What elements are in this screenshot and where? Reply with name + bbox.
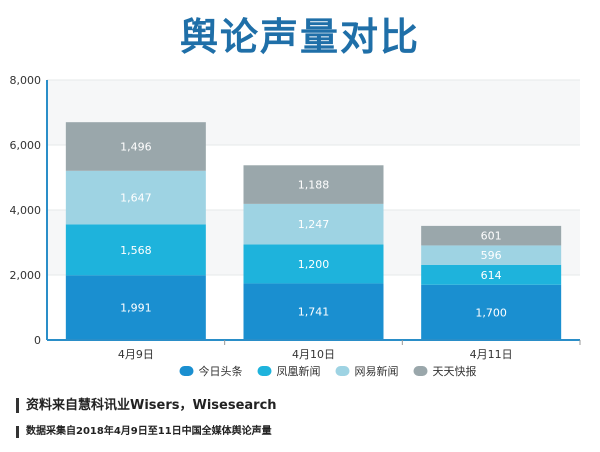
legend-swatch	[335, 366, 350, 376]
data-label: 614	[481, 269, 502, 282]
y-tick-label: 8,000	[10, 74, 42, 87]
bar-segment	[65, 122, 206, 171]
bar-segment	[65, 224, 206, 276]
data-label: 601	[481, 230, 502, 243]
data-label: 1,247	[298, 218, 330, 231]
bar-segment	[421, 284, 562, 340]
y-tick-label: 2,000	[10, 269, 42, 282]
legend-label: 今日头条	[199, 364, 243, 378]
data-label: 1,496	[120, 140, 152, 153]
bar-segment	[243, 244, 384, 284]
chart-title: 舆论声量对比	[179, 15, 420, 59]
data-label: 1,188	[298, 179, 330, 192]
x-tick-label: 4月11日	[470, 348, 513, 361]
note-line: 数据采集自2018年4月9日至11日中国全媒体舆论声量	[16, 426, 272, 438]
bar-segment	[421, 225, 562, 246]
legend-swatch	[413, 366, 428, 376]
bar-segment	[243, 165, 384, 204]
bar-segment	[421, 245, 562, 265]
data-label: 1,700	[475, 306, 507, 319]
y-tick-label: 0	[34, 334, 41, 347]
legend-label: 凤凰新闻	[277, 364, 321, 378]
bar-segments: 1,991 1,568 1,647 1,496 1,741 1,200 1,247 1,188…	[65, 122, 562, 340]
data-label: 1,991	[120, 302, 152, 315]
bar-segment	[243, 203, 384, 245]
bar-segment	[65, 170, 206, 225]
bar-segment	[65, 275, 206, 340]
bar-segment	[243, 283, 384, 340]
source-line: 资料来自慧科讯业Wisers，Wisesearch	[16, 398, 277, 413]
x-tick-label: 4月10日	[292, 348, 335, 361]
bar-segment	[421, 264, 562, 285]
y-tick-label: 6,000	[10, 139, 42, 152]
data-label: 1,568	[120, 244, 152, 257]
data-label: 1,200	[298, 258, 330, 271]
y-tick-label: 4,000	[10, 204, 42, 217]
legend: 今日头条 凤凰新闻 网易新闻 天天快报	[179, 364, 477, 378]
data-label: 1,741	[298, 306, 330, 319]
data-label: 1,647	[120, 192, 152, 205]
data-label: 596	[481, 249, 502, 262]
legend-swatch	[257, 366, 272, 376]
axes: 0 2,000 4,000 6,000 8,000 4月9日 4月10日 4月11日	[10, 74, 581, 361]
legend-swatch	[179, 366, 194, 376]
legend-label: 网易新闻	[355, 364, 399, 378]
legend-label: 天天快报	[433, 364, 477, 378]
x-tick-label: 4月9日	[118, 348, 154, 361]
